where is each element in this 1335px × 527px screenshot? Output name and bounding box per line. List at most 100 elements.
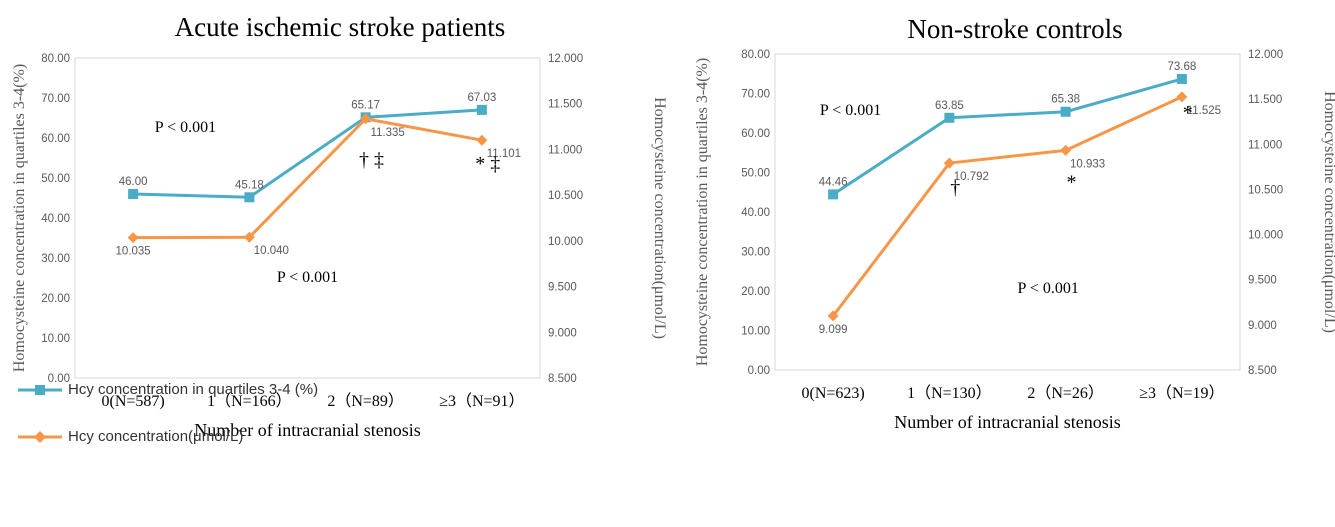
- data-point-square: [828, 189, 839, 200]
- annotation: † ‡: [359, 149, 384, 171]
- annotation: P < 0.001: [155, 119, 216, 136]
- data-label: 11.101: [487, 148, 521, 160]
- series-line-hcy-percent: [832, 77, 1183, 196]
- legend-item-hcy-percent: Hcy concentration in quartiles 3-4 (%): [18, 381, 318, 398]
- category-label: 0(N=587): [102, 393, 165, 410]
- x-axis-label: Number of intracranial stenosis: [894, 412, 1120, 432]
- right-tick-label: 8.500: [1248, 365, 1277, 377]
- right-tick-label: 10.500: [548, 190, 583, 202]
- category-label: 1（N=166）: [207, 392, 292, 410]
- annotation: †: [950, 177, 960, 199]
- data-label: 10.040: [254, 245, 289, 257]
- data-label: 65.17: [351, 99, 380, 111]
- left-tick-label: 0.00: [48, 373, 70, 385]
- left-tick-label: 10.00: [41, 333, 70, 345]
- right-tick-label: 9.500: [548, 282, 577, 294]
- data-label: 67.03: [467, 92, 496, 104]
- legend-item-hcy-concentration: Hcy concentration(μmol/L): [18, 428, 243, 445]
- data-label: 46.00: [119, 176, 148, 188]
- right-tick-label: 8.500: [548, 373, 577, 385]
- plot-area: [774, 53, 1241, 371]
- data-label: 73.68: [1167, 61, 1196, 73]
- right-tick-label: 9.000: [1248, 320, 1277, 332]
- category-label: ≥3（N=19）: [1139, 384, 1224, 402]
- data-point-square: [944, 112, 955, 123]
- y-axis-label-left: Homocysteine concentration in quartiles …: [11, 64, 28, 372]
- right-tick-label: 9.500: [1248, 275, 1277, 287]
- data-point-square: [128, 189, 139, 199]
- left-tick-label: 10.00: [741, 326, 770, 338]
- left-tick-label: 40.00: [41, 213, 70, 225]
- chart-stroke-patients: Acute ischemic stroke patients 0.00 10.00 2…: [11, 12, 668, 440]
- data-point-diamond: [127, 232, 139, 244]
- data-point-diamond: [360, 113, 372, 125]
- legend-marker-diamond: [18, 430, 62, 443]
- left-tick-label: 70.00: [41, 93, 70, 105]
- legend-label: Hcy concentration(μmol/L): [68, 428, 244, 445]
- left-tick-label: 40.00: [741, 207, 770, 219]
- data-label: 63.85: [935, 100, 964, 112]
- series-line-hcy-concentration: [831, 95, 1183, 317]
- series-line-hcy-concentration: [133, 117, 483, 240]
- legend-marker-square: [18, 384, 62, 395]
- category-label: ≥3（N=91）: [439, 392, 524, 410]
- data-label: 44.46: [819, 176, 848, 188]
- left-tick-label: 80.00: [741, 49, 770, 61]
- annotation: *: [1066, 171, 1076, 193]
- series-line-hcy-percent: [133, 108, 482, 199]
- data-point-diamond: [943, 157, 955, 169]
- data-label: 9.099: [819, 324, 848, 336]
- category-label: 2（N=89）: [327, 392, 404, 410]
- left-tick-label: 50.00: [41, 173, 70, 185]
- data-label: 10.933: [1070, 158, 1105, 170]
- data-label: 65.38: [1051, 94, 1080, 106]
- data-point-diamond: [1060, 144, 1072, 156]
- left-tick-label: 30.00: [741, 247, 770, 259]
- annotation: P < 0.001: [1018, 280, 1079, 297]
- left-tick-label: 80.00: [41, 53, 70, 65]
- legend-label: Hcy concentration in quartiles 3-4 (%): [68, 381, 319, 398]
- right-tick-label: 11.000: [1248, 139, 1282, 151]
- left-tick-label: 70.00: [741, 89, 770, 101]
- left-tick-label: 50.00: [741, 168, 770, 180]
- right-tick-label: 12.000: [1248, 49, 1283, 61]
- left-tick-label: 0.00: [748, 365, 770, 377]
- annotation: * ‡: [475, 153, 500, 175]
- x-axis-label: Number of intracranial stenosis: [194, 420, 420, 440]
- data-point-square: [476, 104, 487, 115]
- right-tick-label: 10.000: [548, 236, 583, 248]
- left-tick-label: 60.00: [41, 133, 70, 145]
- left-tick-label: 60.00: [741, 128, 770, 140]
- y-axis-label-right: Homocysteine concentration(μmol/L): [1321, 91, 1335, 333]
- category-label: 2（N=26）: [1027, 384, 1104, 402]
- data-point-diamond: [1176, 91, 1188, 103]
- data-point-diamond: [243, 231, 255, 243]
- right-tick-label: 11.500: [1248, 94, 1282, 106]
- right-tick-label: 10.000: [1248, 230, 1283, 242]
- data-label: 11.525: [1187, 105, 1221, 117]
- right-tick-label: 11.500: [548, 99, 582, 111]
- annotation: P < 0.001: [277, 269, 338, 286]
- category-label: 1（N=130）: [907, 384, 992, 402]
- data-point-diamond: [476, 134, 488, 146]
- chart-non-stroke-controls: Non-stroke controls 0.00 10.00 20.00 30.00 40…: [694, 14, 1335, 432]
- data-point-square: [1060, 106, 1071, 117]
- right-tick-label: 9.000: [548, 327, 577, 339]
- left-tick-label: 20.00: [741, 286, 770, 298]
- right-tick-label: 11.000: [548, 144, 582, 156]
- data-point-square: [244, 192, 255, 203]
- annotation: *: [1183, 102, 1193, 124]
- data-point-square: [1176, 73, 1187, 84]
- chart-title: Non-stroke controls: [907, 14, 1122, 44]
- data-point-diamond: [827, 310, 839, 322]
- annotation: P < 0.001: [820, 102, 881, 119]
- right-tick-label: 12.000: [548, 53, 583, 65]
- category-label: 0(N=623): [802, 385, 865, 402]
- plot-area: [74, 57, 541, 379]
- right-tick-label: 10.500: [1248, 184, 1283, 196]
- data-label: 10.792: [954, 171, 989, 183]
- left-tick-label: 30.00: [41, 253, 70, 265]
- y-axis-label-left: Homocysteine concentration in quartiles …: [694, 58, 711, 366]
- left-tick-label: 20.00: [41, 293, 70, 305]
